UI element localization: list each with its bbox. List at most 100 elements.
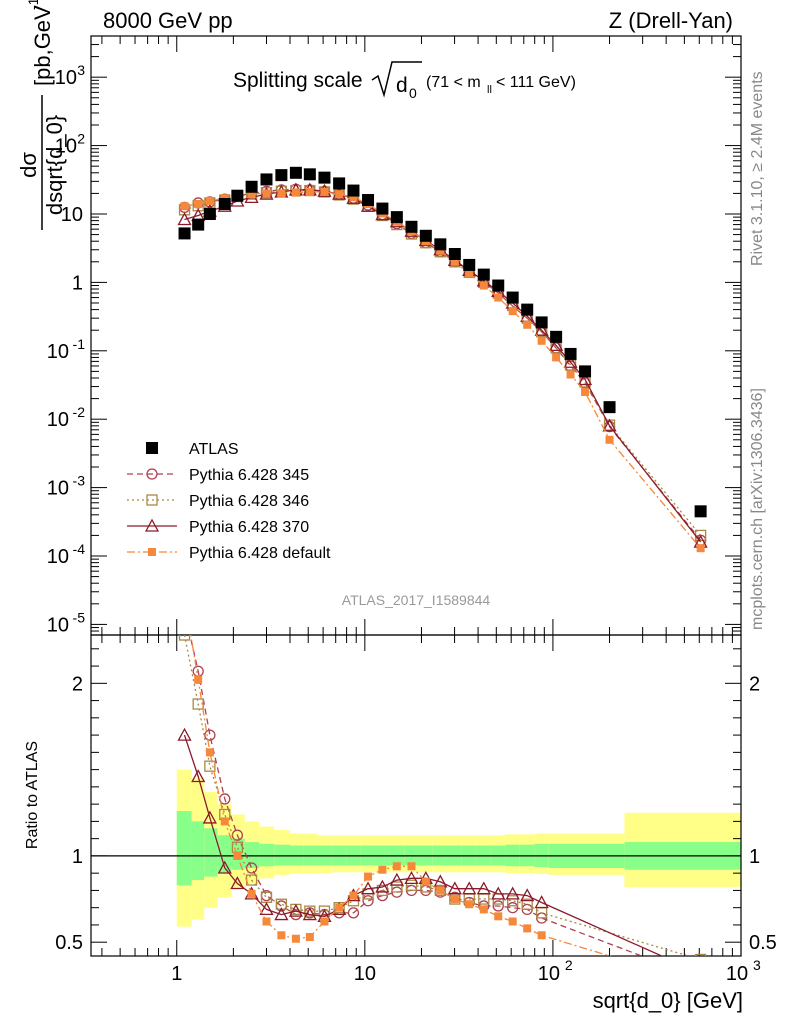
main-pythia-6-428-default-point bbox=[335, 190, 344, 199]
main-atlas-point bbox=[564, 347, 577, 360]
main-atlas-point bbox=[203, 207, 216, 220]
ratio-pythia-6-428-346-point bbox=[405, 879, 418, 891]
y-tick-label: -110 bbox=[47, 336, 85, 363]
main-pythia-6-428-default-point bbox=[581, 387, 590, 396]
band-inner-bin bbox=[259, 843, 275, 867]
ratio-pythia-6-428-default-point bbox=[320, 917, 329, 926]
main-atlas-point bbox=[550, 330, 563, 343]
main-pythia-6-428-default-point bbox=[523, 320, 532, 329]
y-tick-label-base: 10 bbox=[47, 478, 69, 500]
main-atlas-point bbox=[333, 177, 346, 190]
y-tick-label: -410 bbox=[47, 541, 85, 568]
main-pythia-6-428-370-point bbox=[563, 354, 578, 368]
ratio-pythia-6-428-default-line bbox=[190, 635, 612, 956]
main-pythia-6-428-default-point bbox=[552, 353, 561, 362]
main-pythia-6-428-default-point bbox=[605, 435, 614, 444]
ratio-pythia-6-428-default-point bbox=[392, 862, 401, 871]
ratio-pythia-6-428-default-point bbox=[436, 886, 445, 895]
ratio-frame bbox=[90, 634, 742, 957]
ratio-pythia-6-428-default-point bbox=[205, 748, 214, 757]
x-tick-label: 1 bbox=[171, 963, 182, 985]
legend-pythia-6-428-370-label: Pythia 6.428 370 bbox=[189, 519, 309, 536]
analysis-watermark: ATLAS_2017_I1589844 bbox=[342, 592, 491, 608]
mcplots-label: mcplots.cern.ch [arXiv:1306.3436] bbox=[749, 388, 766, 630]
main-pythia-6-428-default-point bbox=[537, 336, 546, 345]
main-atlas-point bbox=[448, 248, 461, 261]
ratio-pythia-6-428-370-point bbox=[447, 881, 462, 895]
ratio-pythia-6-428-346-point bbox=[507, 895, 519, 907]
legend-pythia-6-428-346-label: Pythia 6.428 346 bbox=[189, 493, 309, 510]
main-atlas-point bbox=[362, 194, 375, 207]
ratio-pythia-6-428-370-point bbox=[404, 870, 419, 884]
rivet-label: Rivet 3.1.10, ≥ 2.4M events bbox=[749, 71, 766, 266]
svg-text:dsqrt{d_0}: dsqrt{d_0} bbox=[42, 115, 67, 215]
y-tick-label-exp: 2 bbox=[77, 131, 85, 147]
ratio-pythia-6-428-370-point bbox=[274, 907, 289, 921]
main-pythia-6-428-default-point bbox=[436, 246, 445, 255]
y-tick-label: -310 bbox=[47, 473, 85, 500]
ratio-pythia-6-428-346-point bbox=[391, 881, 403, 893]
ratio-pythia-6-428-370-point bbox=[389, 872, 404, 886]
main-atlas-point bbox=[218, 197, 231, 210]
ratio-ylabel: Ratio to ATLAS bbox=[24, 741, 41, 849]
main-pythia-6-428-default-point bbox=[508, 307, 517, 316]
main-atlas-point bbox=[275, 169, 288, 182]
ratio-pythia-6-428-370-point bbox=[534, 895, 549, 909]
ratio-pythia-6-428-370-point bbox=[491, 886, 506, 900]
x-axis-label: sqrt{d_0} [GeV] bbox=[593, 988, 743, 1013]
main-atlas-point bbox=[245, 180, 258, 193]
main-atlas-point bbox=[260, 173, 273, 186]
x-tick-label-text: 10 bbox=[354, 963, 376, 985]
ratio-pythia-6-428-346-point bbox=[192, 698, 204, 710]
svg-text:d: d bbox=[396, 74, 408, 97]
main-atlas-point bbox=[376, 202, 389, 215]
main-series-layer bbox=[177, 166, 708, 553]
ratio-pythia-6-428-345-point bbox=[492, 900, 504, 912]
main-pythia-6-428-default-point bbox=[291, 188, 300, 197]
legend-atlas-label: ATLAS bbox=[189, 441, 239, 458]
x-tick-label: 10 bbox=[354, 963, 376, 985]
ratio-pythia-6-428-370-point bbox=[360, 881, 376, 895]
x-tick-label-base: 10 bbox=[538, 963, 560, 985]
ratio-pythia-6-428-default-point bbox=[247, 889, 256, 898]
y-tick-label: -510 bbox=[47, 609, 85, 636]
main-pythia-6-428-default-point bbox=[247, 190, 256, 199]
ratio-pythia-6-428-default-point bbox=[349, 891, 358, 900]
ratio-y-tick-label-right: 0.5 bbox=[749, 932, 777, 954]
ratio-pythia-6-428-370-point bbox=[259, 902, 274, 916]
main-pythia-6-428-default-point bbox=[349, 193, 358, 202]
main-pythia-6-428-default-point bbox=[494, 293, 503, 302]
ratio-pythia-6-428-346-point bbox=[434, 884, 446, 897]
y-tick-label-text: 1 bbox=[72, 272, 83, 294]
main-pythia-6-428-370-point bbox=[602, 418, 617, 432]
ratio-pythia-6-428-default-point bbox=[479, 905, 488, 914]
y-tick-label-base: 10 bbox=[55, 136, 77, 158]
ratio-pythia-6-428-370-point bbox=[191, 769, 206, 783]
ratio-pythia-6-428-default-point bbox=[697, 980, 705, 988]
main-pythia-6-428-default-point bbox=[205, 196, 214, 205]
y-tick-label-exp: -2 bbox=[73, 404, 86, 420]
y-tick-label-exp: -5 bbox=[73, 609, 86, 625]
ratio-pythia-6-428-default-point bbox=[233, 851, 242, 860]
ratio-y-tick-label-left: 0.5 bbox=[55, 932, 83, 954]
x-tick-label-exp: 3 bbox=[753, 957, 761, 973]
y-tick-label-exp: -3 bbox=[73, 473, 86, 489]
main-pythia-6-428-370-point bbox=[577, 372, 593, 386]
y-tick-label: 10 bbox=[61, 204, 83, 226]
x-tick-label: 10 3 bbox=[726, 957, 761, 985]
band-inner-bin bbox=[191, 821, 205, 881]
ratio-pythia-6-428-345-line bbox=[189, 635, 644, 956]
ratio-pythia-6-428-346-point bbox=[304, 905, 316, 917]
main-ylabel: dσ dsqrt{d_0} [pb,GeV -1 ] bbox=[16, 0, 67, 230]
band-inner-bin bbox=[244, 842, 260, 868]
ratio-pythia-6-428-370-point bbox=[462, 881, 477, 895]
y-tick-label: 210 bbox=[55, 131, 85, 158]
main-pythia-6-428-370-point bbox=[177, 212, 192, 226]
ratio-pythia-6-428-default-point bbox=[465, 900, 474, 909]
band-inner-bin bbox=[217, 835, 232, 874]
ratio-pythia-6-428-345-point bbox=[696, 973, 706, 983]
header-left: 8000 GeV pp bbox=[103, 8, 233, 33]
main-title: Splitting scale d 0 (71 < m ll < 111 GeV… bbox=[233, 61, 576, 101]
main-pythia-6-428-default-point bbox=[320, 187, 329, 196]
